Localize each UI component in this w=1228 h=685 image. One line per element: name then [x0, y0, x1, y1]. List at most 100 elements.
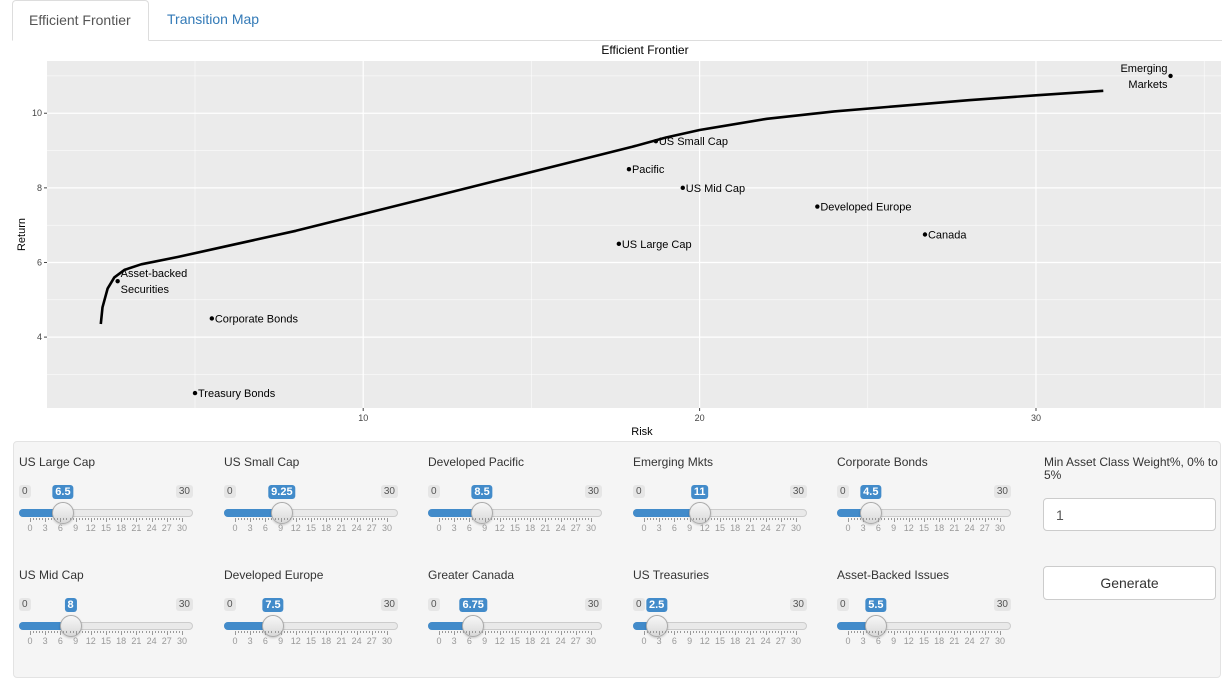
slider-tick: [686, 631, 688, 633]
slider-tick-label: 9: [482, 636, 488, 646]
slider-tick: [280, 518, 282, 522]
slider-tick: [45, 631, 47, 635]
slider-tick: [84, 518, 86, 520]
slider-tick: [148, 631, 150, 633]
slider-tick: [753, 631, 755, 633]
slider-tick: [969, 518, 971, 522]
slider-tick: [39, 518, 41, 520]
slider-greater-canada[interactable]: Greater Canada 0 30 6.75 0 3 6 9 12 15 18 21 24 27 30: [428, 568, 604, 658]
slider-handle[interactable]: [471, 502, 494, 524]
slider-us-small-cap[interactable]: US Small Cap 0 30 9.25 0 3 6 9 12 15 18 21 24 27 30: [224, 455, 400, 545]
slider-tick: [851, 518, 853, 520]
slider-emerging-mkts[interactable]: Emerging Mkts 0 30 11 0 3 6 9 12 15 18 21 24 27 30: [633, 455, 809, 545]
slider-tick-label: 30: [585, 523, 597, 533]
slider-tick-label: 27: [979, 523, 990, 533]
slider-min-label: 0: [837, 598, 849, 611]
slider-tick-label: 30: [176, 636, 188, 646]
slider-handle[interactable]: [864, 615, 887, 637]
slider-tick: [448, 631, 450, 633]
slider-tick-label: 24: [760, 636, 771, 646]
plot-background: [47, 61, 1221, 408]
slider-tick: [591, 518, 592, 522]
slider-tick: [759, 518, 761, 520]
slider-tick: [653, 518, 655, 520]
y-tick-label: 8: [37, 183, 42, 193]
slider-tick: [987, 631, 989, 633]
slider-tick: [650, 631, 652, 633]
slider-tick: [698, 631, 700, 633]
slider-tick-label: 0: [641, 523, 647, 533]
slider-tick: [689, 518, 691, 522]
slider-tick: [765, 631, 767, 635]
slider-tick-label: 6: [875, 523, 881, 533]
tab-efficient-frontier[interactable]: Efficient Frontier: [12, 0, 149, 41]
slider-tick: [978, 631, 980, 633]
slider-us-mid-cap[interactable]: US Mid Cap 0 30 8 0 3 6 9 12 15 18 21 24 27 30: [19, 568, 195, 658]
slider-tick-label: 6: [875, 636, 881, 646]
slider-tick: [130, 518, 132, 520]
slider-tick: [707, 518, 709, 520]
slider-tick: [920, 518, 922, 520]
slider-developed-pacific[interactable]: Developed Pacific 0 30 8.5 0 3 6 9 12 15 18 21 24 27 3…: [428, 455, 604, 545]
slider-tick: [713, 631, 715, 633]
slider-ticks: 0 3 6 9 12 15 18 21 24 27 30: [633, 516, 809, 540]
data-point-label: Corporate Bonds: [215, 313, 299, 325]
slider-tick: [527, 631, 529, 633]
slider-tick-label: 18: [321, 523, 332, 533]
slider-us-large-cap[interactable]: US Large Cap 0 30 6.5 0 3 6 9 12 15 18 21 24 27 30: [19, 455, 195, 545]
slider-tick: [668, 631, 670, 633]
slider-tick: [169, 631, 171, 633]
slider-tick: [927, 518, 929, 520]
slider-tick: [350, 518, 352, 520]
generate-button[interactable]: Generate: [1043, 566, 1216, 600]
slider-max-label: 30: [789, 598, 807, 611]
slider-corporate-bonds[interactable]: Corporate Bonds 0 30 4.5 0 3 6 9 12 15 18 21 24 27 30: [837, 455, 1013, 545]
slider-tick: [151, 518, 153, 522]
slider-tick-label: 24: [555, 523, 566, 533]
slider-tick: [493, 631, 495, 633]
slider-tick: [118, 631, 120, 633]
slider-tick: [311, 518, 312, 522]
slider-developed-europe[interactable]: Developed Europe 0 30 7.5 0 3 6 9 12 15 18 21 24 27 30: [224, 568, 400, 658]
slider-tick: [457, 631, 459, 633]
tab-transition-map[interactable]: Transition Map: [167, 11, 260, 27]
slider-tick: [854, 518, 856, 520]
slider-us-treasuries[interactable]: US Treasuries 0 30 2.5 0 3 6 9 12 15 18 21 24 27 30: [633, 568, 809, 658]
slider-tick: [235, 518, 236, 522]
slider-tick: [84, 631, 86, 633]
slider-tick: [96, 518, 98, 520]
slider-tick-label: 3: [656, 523, 662, 533]
slider-tick: [326, 518, 328, 522]
slider-tick: [735, 518, 737, 522]
slider-tick-label: 15: [100, 523, 112, 533]
slider-tick: [292, 518, 294, 520]
slider-tick-label: 6: [57, 636, 63, 646]
slider-tick: [671, 631, 673, 633]
slider-handle[interactable]: [645, 615, 668, 637]
slider-tick: [557, 631, 559, 633]
slider-asset-backed-issues[interactable]: Asset-Backed Issues 0 30 5.5 0 3 6 9 12 15 18 21 24 2…: [837, 568, 1013, 658]
slider-tick: [301, 631, 303, 633]
slider-tick: [777, 518, 779, 520]
slider-tick: [993, 631, 995, 633]
slider-tick: [481, 518, 483, 520]
slider-tick: [575, 518, 577, 522]
slider-tick: [924, 631, 925, 635]
slider-tick: [247, 518, 249, 520]
slider-tick-label: 3: [860, 523, 866, 533]
slider-tick: [924, 518, 925, 522]
slider-tick: [347, 518, 349, 520]
slider-tick: [304, 631, 306, 633]
slider-tick: [902, 631, 904, 633]
slider-tick: [457, 518, 459, 520]
slider-tick: [262, 631, 264, 633]
slider-tick: [466, 518, 468, 520]
slider-tick-label: 0: [232, 636, 238, 646]
slider-tick: [182, 518, 183, 522]
slider-tick: [536, 518, 538, 520]
slider-tick: [75, 518, 77, 522]
slider-tick: [896, 631, 898, 633]
min-weight-input[interactable]: [1043, 498, 1216, 531]
slider-ticks: 0 3 6 9 12 15 18 21 24 27 30: [19, 516, 195, 540]
slider-value-label: 9.25: [268, 485, 296, 499]
